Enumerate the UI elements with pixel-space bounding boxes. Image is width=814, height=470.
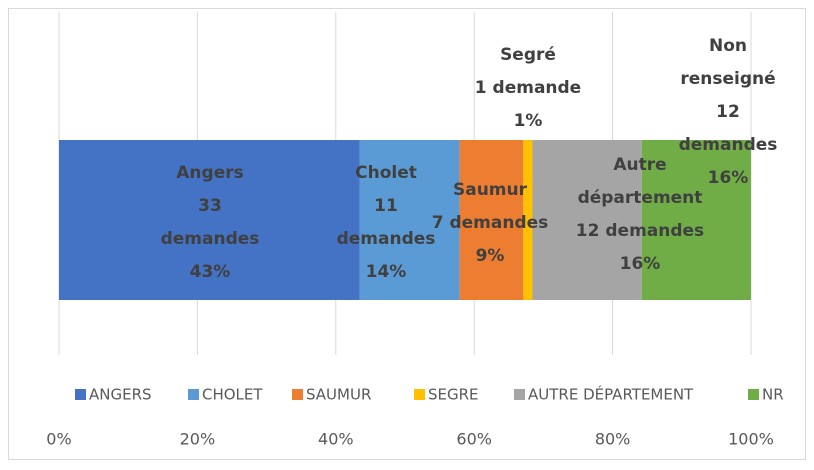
data-label: 14% <box>366 262 407 282</box>
x-tick-label: 60% <box>456 430 492 449</box>
data-label: demandes <box>679 135 778 155</box>
legend-label: SAUMUR <box>306 386 371 404</box>
data-label: 33 <box>198 196 222 216</box>
data-label: Autre <box>613 155 666 175</box>
data-label: 12 <box>716 102 740 122</box>
data-label: 7 demandes <box>432 213 549 233</box>
data-label: 11 <box>374 196 398 216</box>
bar-segment <box>459 140 524 300</box>
legend-swatch <box>414 389 425 400</box>
data-label: Non <box>709 36 747 56</box>
data-label: 1% <box>514 111 543 131</box>
bar-segment <box>523 140 533 300</box>
data-label: renseigné <box>680 69 775 89</box>
legend-swatch <box>188 389 199 400</box>
legend-label: NR <box>762 386 784 404</box>
data-label: 9% <box>476 246 505 266</box>
bar-segment <box>532 140 642 300</box>
data-label: demandes <box>161 229 260 249</box>
bar-segment <box>641 140 751 300</box>
legend-label: AUTRE DÉPARTEMENT <box>528 385 694 404</box>
legend-label: SEGRE <box>428 386 479 404</box>
data-label: département <box>578 188 703 208</box>
data-label: 16% <box>620 254 661 274</box>
legend-swatch <box>514 389 525 400</box>
legend-label: ANGERS <box>89 386 152 404</box>
legend-swatch <box>748 389 759 400</box>
x-tick-label: 40% <box>318 430 354 449</box>
legend-swatch <box>292 389 303 400</box>
data-label: 43% <box>190 262 231 282</box>
x-tick-label: 100% <box>728 430 774 449</box>
x-tick-label: 0% <box>46 430 71 449</box>
data-label: Saumur <box>453 180 528 200</box>
data-label: 12 demandes <box>576 221 704 241</box>
legend-swatch <box>75 389 86 400</box>
x-tick-label: 80% <box>595 430 631 449</box>
data-label: 1 demande <box>475 78 581 98</box>
data-label: Cholet <box>355 163 417 183</box>
data-label: Segré <box>500 45 556 65</box>
data-label: 16% <box>708 168 749 188</box>
bar-segment <box>59 140 360 300</box>
bar-segment <box>359 140 460 300</box>
data-label: Angers <box>176 163 243 183</box>
x-tick-label: 20% <box>180 430 216 449</box>
legend-label: CHOLET <box>202 386 263 404</box>
data-label: demandes <box>337 229 436 249</box>
